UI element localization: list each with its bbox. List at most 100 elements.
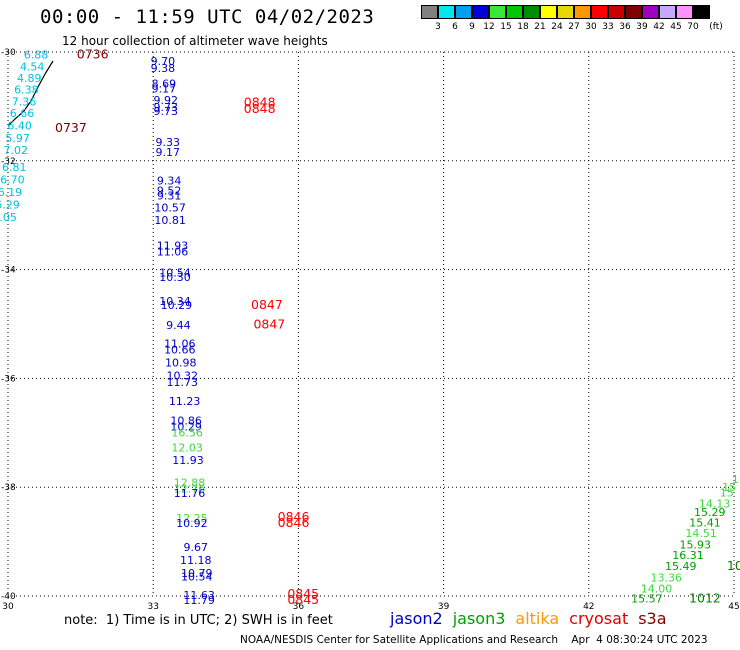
wave-height-value: 12.88 (174, 476, 206, 489)
wave-height-value: 9.34 (157, 174, 182, 187)
legend-swatch (506, 5, 523, 19)
pass-time-label: 0846 (278, 509, 310, 524)
legend-swatch (523, 5, 540, 19)
wave-height-value: 6.66 (10, 107, 35, 120)
wave-height-value: 9.70 (151, 55, 176, 68)
legend-swatch (557, 5, 574, 19)
wave-height-value: 6.88 (24, 49, 49, 62)
wave-height-value: 12.76 (174, 482, 206, 495)
legend-label: 45 (670, 22, 682, 32)
legend-label: 9 (469, 22, 475, 32)
wave-height-value: 10.30 (159, 271, 191, 284)
wave-height-value: 11.18 (180, 554, 212, 567)
wave-height-value: 15 (722, 481, 736, 494)
legend-label: 15 (500, 22, 512, 32)
wave-height-value: 6.19 (0, 186, 22, 199)
wave-height-value: 11.93 (157, 240, 189, 253)
wave-height-value: 15.41 (689, 517, 721, 530)
wave-height-value: 9.52 (157, 185, 182, 198)
x-tick-label: 39 (438, 602, 450, 612)
legend-swatch (489, 5, 506, 19)
x-tick-label: 45 (728, 602, 739, 612)
x-tick-label: 33 (147, 602, 158, 612)
legend-swatch (659, 5, 676, 19)
legend-swatch (625, 5, 642, 19)
legend-label: 39 (636, 22, 648, 32)
legend-label: 18 (517, 22, 529, 32)
wave-height-value: 9.17 (155, 146, 180, 159)
wave-height-value: 10.66 (164, 344, 196, 357)
wave-height-value: 10.32 (166, 370, 198, 383)
wave-height-value: 10.54 (159, 266, 191, 279)
wave-height-value: 11.79 (183, 594, 215, 607)
satellite-legend: jason2 jason3 altika cryosat s3a (390, 609, 677, 628)
y-tick-label: -32 (1, 157, 16, 167)
legend-swatch (591, 5, 608, 19)
satellite-name: s3a (638, 609, 667, 628)
map-title: 00:00 - 11:59 UTC 04/02/2023 (40, 6, 375, 28)
legend-label: 33 (602, 22, 614, 32)
wave-height-value: 10.29 (161, 299, 193, 312)
legend-label: 42 (653, 22, 665, 32)
wave-height-value: 16.31 (672, 549, 704, 562)
wave-height-value: 12.03 (171, 441, 203, 454)
legend-label: 24 (551, 22, 563, 32)
legend-swatch (642, 5, 659, 19)
wave-height-value: 6.81 (2, 161, 27, 174)
y-tick-label: -36 (1, 374, 16, 384)
wave-height-value: 15.93 (680, 538, 712, 551)
legend-label: 3 (435, 22, 441, 32)
legend-swatch (676, 5, 693, 19)
wave-height-value: 10.98 (165, 357, 197, 370)
wave-height-value: 12.25 (176, 512, 208, 525)
pass-time-label: 0736 (77, 47, 109, 62)
wave-height-value: 10.54 (181, 570, 213, 583)
wave-height-value: 9.44 (166, 319, 191, 332)
x-tick-label: 30 (2, 602, 14, 612)
legend-label: 6 (452, 22, 458, 32)
pass-time-label: 101 (727, 558, 740, 573)
map-subtitle: 12 hour collection of altimeter wave hei… (62, 34, 328, 48)
satellite-name: jason2 (390, 609, 443, 628)
pass-time-label: 0846 (278, 515, 310, 530)
pass-time-label: 0848 (244, 101, 276, 116)
wave-height-value: 7.02 (3, 144, 28, 157)
legend-label: 70 (687, 22, 699, 32)
wave-height-value: 10.86 (170, 414, 202, 427)
wave-height-value: 7.05 (0, 211, 17, 224)
wave-height-value: 10.92 (176, 517, 208, 530)
credits-footer: NOAA/NESDIS Center for Satellite Applica… (240, 634, 708, 646)
wave-height-value: 15 (720, 487, 734, 500)
pass-time-label: 0847 (253, 317, 285, 332)
wave-height-value: 11.76 (174, 487, 206, 500)
wave-height-value: 14.51 (685, 527, 717, 540)
satellite-name: cryosat (569, 609, 629, 628)
wave-height-value: 10.29 (170, 420, 202, 433)
pass-time-label: 0847 (251, 297, 283, 312)
wave-height-value: 15.49 (665, 560, 697, 573)
wave-height-value: 14.13 (699, 498, 731, 511)
wave-height-value: 15.57 (631, 593, 663, 606)
wave-height-value: 9.73 (154, 105, 179, 118)
wave-height-value: 9.33 (155, 136, 180, 149)
wave-height-value: 10.81 (154, 214, 186, 227)
pass-time-label: 0848 (244, 95, 276, 110)
legend-swatch (421, 5, 438, 19)
wave-height-value: 11.63 (183, 589, 215, 602)
wave-height-value: 6.29 (0, 198, 20, 211)
wave-height-value: 13.36 (650, 572, 682, 585)
wave-height-value: 9.17 (152, 82, 177, 95)
legend-swatch (438, 5, 455, 19)
legend-unit: (ft) (709, 22, 723, 32)
wave-height-value: 11.73 (166, 376, 198, 389)
pass-time-label: 0737 (55, 120, 87, 135)
y-tick-label: -38 (1, 483, 16, 493)
wave-height-value: 11.06 (157, 246, 189, 259)
wave-height-value: 7.36 (12, 96, 37, 109)
coastline (7, 60, 54, 127)
legend-swatch (540, 5, 557, 19)
legend-label: 30 (585, 22, 597, 32)
satellite-name: altika (515, 609, 560, 628)
satellite-name: jason3 (452, 609, 506, 628)
